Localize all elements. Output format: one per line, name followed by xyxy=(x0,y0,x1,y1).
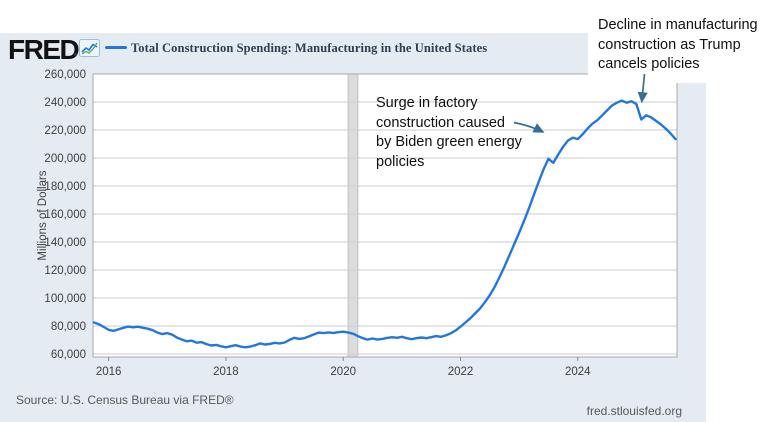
y-tick-label: 120,000 xyxy=(44,265,86,277)
data-line xyxy=(92,99,677,349)
annotation-line: by Biden green energy xyxy=(376,134,522,150)
annotation-line: construction as Trump xyxy=(598,36,741,53)
annotation-line: Decline in manufacturing xyxy=(598,17,758,33)
y-tick-label: 60,000 xyxy=(51,349,86,361)
y-tick-label: 180,000 xyxy=(44,181,86,193)
fred-logo: FRED xyxy=(8,34,80,65)
annotation-line: construction caused xyxy=(376,114,505,131)
y-axis-title: Millions of Dollars xyxy=(37,170,49,260)
series-title: Total Construction Spending: Manufacturi… xyxy=(131,41,488,55)
y-tick-label: 200,000 xyxy=(44,153,86,165)
x-tick-label: 2022 xyxy=(448,366,474,378)
site-url: fred.stlouisfed.org xyxy=(586,404,682,418)
x-tick-label: 2024 xyxy=(565,366,591,378)
x-tick-label: 2018 xyxy=(213,366,239,378)
y-tick-label: 140,000 xyxy=(44,237,86,249)
annotation-line: policies xyxy=(376,153,425,170)
y-tick-label: 240,000 xyxy=(44,97,86,109)
annotation-line: Surge in factory xyxy=(376,95,478,111)
plot-border xyxy=(92,73,678,358)
legend-line-swatch xyxy=(105,46,127,49)
y-tick-label: 260,000 xyxy=(44,69,86,81)
annotation-decline: Decline in manufacturing construction as… xyxy=(588,8,768,83)
y-tick-label: 80,000 xyxy=(51,321,86,333)
fred-line-chart-icon xyxy=(79,39,100,62)
y-tick-label: 160,000 xyxy=(44,209,86,221)
y-tick-label: 100,000 xyxy=(44,293,86,305)
x-tick-label: 2020 xyxy=(330,366,356,378)
y-tick-label: 220,000 xyxy=(44,125,86,137)
annotation-line: cancels policies xyxy=(598,56,700,72)
annotation-surge: Surge in factory construction caused by … xyxy=(376,94,536,172)
registered-mark-dot xyxy=(74,53,77,56)
plot-background xyxy=(93,74,677,357)
source-note: Source: U.S. Census Bureau via FRED® xyxy=(16,393,234,407)
x-tick-label: 2016 xyxy=(96,366,122,378)
recession-band xyxy=(347,73,359,358)
